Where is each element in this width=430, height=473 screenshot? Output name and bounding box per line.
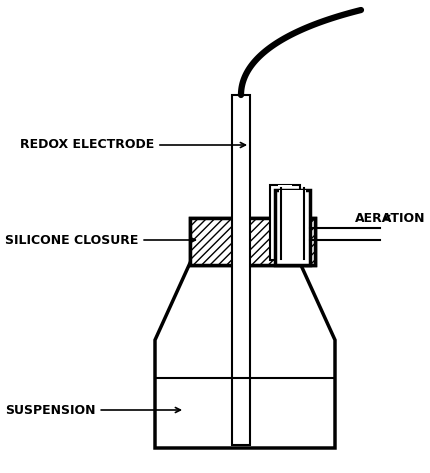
Text: SUSPENSION: SUSPENSION [5,403,180,417]
Bar [190,218,315,265]
Bar [190,218,315,265]
Text: REDOX ELECTRODE: REDOX ELECTRODE [20,139,246,151]
Bar [278,185,292,252]
Text: AERATION: AERATION [354,211,425,225]
Bar [232,95,250,445]
Bar [279,190,306,260]
Bar [270,185,300,260]
Bar [275,190,310,265]
Text: SILICONE CLOSURE: SILICONE CLOSURE [5,234,195,246]
